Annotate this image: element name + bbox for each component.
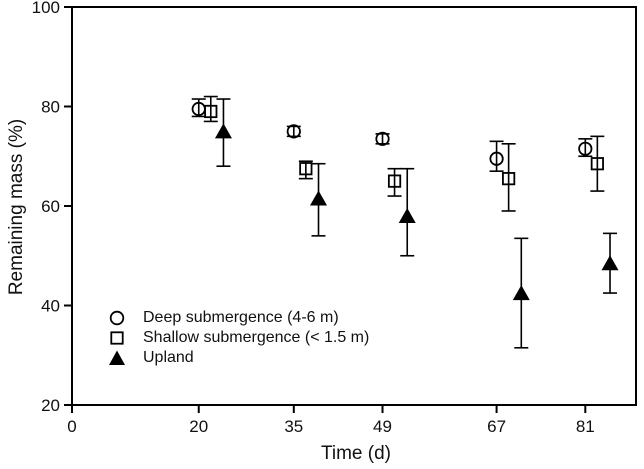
legend-label-shallow-submergence: Shallow submergence (< 1.5 m) bbox=[143, 329, 370, 346]
x-tick-label: 20 bbox=[189, 417, 208, 436]
filled-triangle-icon bbox=[108, 349, 126, 367]
x-tick-label: 81 bbox=[576, 417, 595, 436]
legend-row-upland: Upland bbox=[108, 348, 369, 368]
y-tick-label: 80 bbox=[41, 98, 60, 117]
x-tick-label: 49 bbox=[373, 417, 392, 436]
open-square-icon bbox=[108, 329, 126, 347]
plot-frame bbox=[71, 6, 637, 406]
x-tick-label: 35 bbox=[284, 417, 303, 436]
legend: Deep submergence (4-6 m) Shallow submerg… bbox=[108, 308, 369, 368]
x-tick-label: 0 bbox=[67, 417, 76, 436]
y-tick-label: 20 bbox=[41, 396, 60, 415]
y-tick-label: 100 bbox=[32, 0, 60, 17]
legend-row-deep-submergence: Deep submergence (4-6 m) bbox=[108, 308, 369, 328]
legend-label-deep-submergence: Deep submergence (4-6 m) bbox=[143, 309, 339, 326]
legend-row-shallow-submergence: Shallow submergence (< 1.5 m) bbox=[108, 328, 369, 348]
y-tick-label: 60 bbox=[41, 197, 60, 216]
x-axis-title: Time (d) bbox=[320, 443, 392, 464]
x-tick-label: 67 bbox=[487, 417, 506, 436]
legend-label-upland: Upland bbox=[143, 349, 194, 366]
open-circle-icon bbox=[108, 309, 126, 327]
y-axis-title: Remaining mass (%) bbox=[6, 118, 27, 296]
y-tick-label: 40 bbox=[41, 297, 60, 316]
